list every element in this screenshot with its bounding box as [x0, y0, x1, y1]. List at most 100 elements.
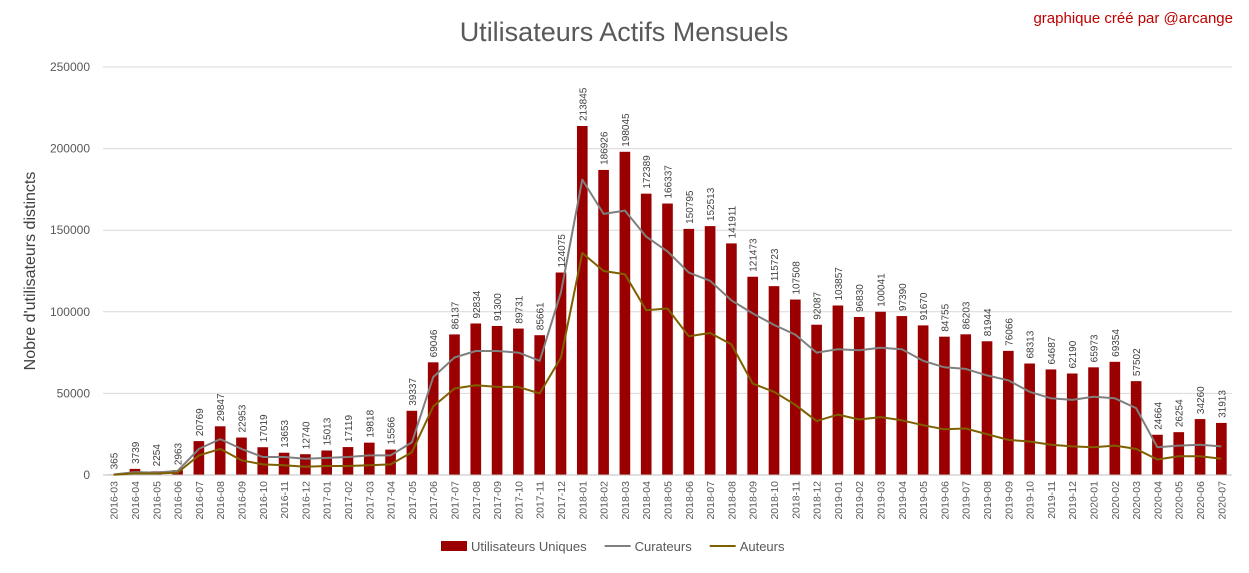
- bar: [555, 272, 567, 475]
- x-tick-label: 2016-08: [215, 481, 227, 520]
- data-label: 86137: [450, 301, 461, 329]
- bar: [662, 203, 673, 475]
- bar: [513, 328, 524, 475]
- x-tick-label: 2020-01: [1089, 481, 1101, 520]
- x-tick-label: 2019-01: [833, 481, 845, 520]
- data-label: 121473: [749, 238, 760, 272]
- data-label: 24664: [1153, 402, 1164, 430]
- bar: [1003, 350, 1014, 475]
- data-label: 96830: [855, 284, 866, 312]
- data-label: 31913: [1217, 390, 1228, 418]
- bar: [257, 447, 269, 475]
- bar: [747, 276, 759, 475]
- series-line-curateurs: [113, 178, 1222, 476]
- x-tick-label: 2019-10: [1025, 481, 1037, 520]
- legend-label: Auteurs: [740, 539, 785, 554]
- data-label: 62190: [1068, 340, 1079, 368]
- x-tick-label: 2019-08: [982, 481, 994, 520]
- data-label: 22953: [237, 404, 248, 432]
- x-tick-label: 2018-11: [790, 481, 802, 519]
- data-label: 124075: [557, 234, 568, 268]
- x-tick-label: 2017-07: [449, 481, 461, 520]
- bar: [789, 299, 801, 475]
- data-label: 141911: [727, 205, 738, 238]
- x-tick-label: 2017-08: [471, 481, 483, 520]
- bar: [598, 169, 609, 475]
- bar: [619, 151, 631, 475]
- x-tick-label: 2018-08: [726, 481, 738, 520]
- bar: [534, 335, 546, 475]
- data-label: 186926: [600, 131, 611, 165]
- legend-label: Curateurs: [635, 539, 693, 554]
- data-label: 69354: [1111, 329, 1122, 357]
- bar: [1152, 434, 1163, 475]
- data-label: 107508: [791, 261, 802, 295]
- data-label: 17019: [259, 414, 270, 442]
- y-tick-label: 200000: [50, 142, 90, 156]
- x-tick-label: 2016-04: [130, 481, 142, 520]
- x-tick-label: 2019-11: [1046, 481, 1058, 519]
- y-tick-label: 100000: [50, 305, 90, 319]
- x-tick-label: 2017-03: [364, 481, 376, 520]
- bar: [427, 362, 439, 475]
- chart-credit: graphique créé par @arcange: [1033, 10, 1233, 27]
- bar: [1045, 369, 1057, 475]
- x-tick-label: 2018-01: [577, 481, 589, 520]
- bar: [1130, 381, 1142, 475]
- data-label: 103857: [834, 267, 845, 301]
- x-tick-label: 2018-12: [812, 481, 824, 520]
- x-tick-label: 2020-04: [1152, 481, 1164, 520]
- data-label: 34260: [1196, 386, 1207, 414]
- bar: [449, 334, 460, 475]
- bar: [491, 325, 503, 475]
- x-tick-label: 2019-05: [918, 481, 930, 520]
- bar: [236, 437, 247, 475]
- data-label: 89731: [514, 295, 525, 323]
- data-label: 76066: [1004, 318, 1015, 346]
- x-tick-label: 2017-02: [343, 481, 355, 520]
- bar: [576, 126, 588, 476]
- x-tick-label: 2016-12: [300, 481, 312, 520]
- data-label: 150795: [685, 190, 696, 224]
- data-label: 100041: [877, 273, 888, 307]
- chart-title: Utilisateurs Actifs Mensuels: [460, 17, 789, 47]
- bar: [811, 324, 822, 475]
- data-label: 81944: [983, 308, 994, 336]
- bar: [853, 316, 865, 475]
- data-label: 2963: [174, 442, 185, 465]
- x-tick-label: 2017-12: [556, 481, 568, 520]
- x-tick-label: 2017-04: [386, 481, 398, 520]
- x-tick-label: 2018-09: [748, 481, 760, 520]
- bar: [726, 243, 737, 475]
- y-tick-label: 250000: [50, 60, 90, 74]
- bar: [960, 334, 972, 475]
- bar: [321, 450, 332, 475]
- x-tick-label: 2020-07: [1216, 481, 1228, 520]
- data-label: 65973: [1090, 334, 1101, 362]
- data-label: 213845: [578, 87, 589, 121]
- bar: [1216, 422, 1227, 475]
- x-tick-label: 2020-06: [1195, 481, 1207, 520]
- data-label: 85661: [536, 302, 547, 330]
- bar: [1088, 367, 1099, 475]
- data-label: 172389: [642, 155, 653, 189]
- bar: [981, 341, 993, 475]
- data-label: 91300: [493, 293, 504, 321]
- x-tick-label: 2017-09: [492, 481, 504, 520]
- x-tick-label: 2019-02: [854, 481, 866, 520]
- x-tick-label: 2018-03: [620, 481, 632, 520]
- x-tick-label: 2018-07: [705, 481, 717, 520]
- data-label: 13653: [280, 419, 291, 447]
- x-tick-label: 2016-10: [258, 481, 270, 520]
- bar: [193, 441, 205, 475]
- x-tick-label: 2017-10: [513, 481, 525, 520]
- bar: [832, 305, 844, 475]
- data-label: 152513: [706, 187, 717, 221]
- bar: [640, 193, 652, 476]
- x-tick-label: 2019-03: [876, 481, 888, 520]
- data-label: 57502: [1132, 348, 1143, 376]
- x-tick-label: 2018-02: [599, 481, 611, 520]
- data-label: 115723: [770, 248, 781, 281]
